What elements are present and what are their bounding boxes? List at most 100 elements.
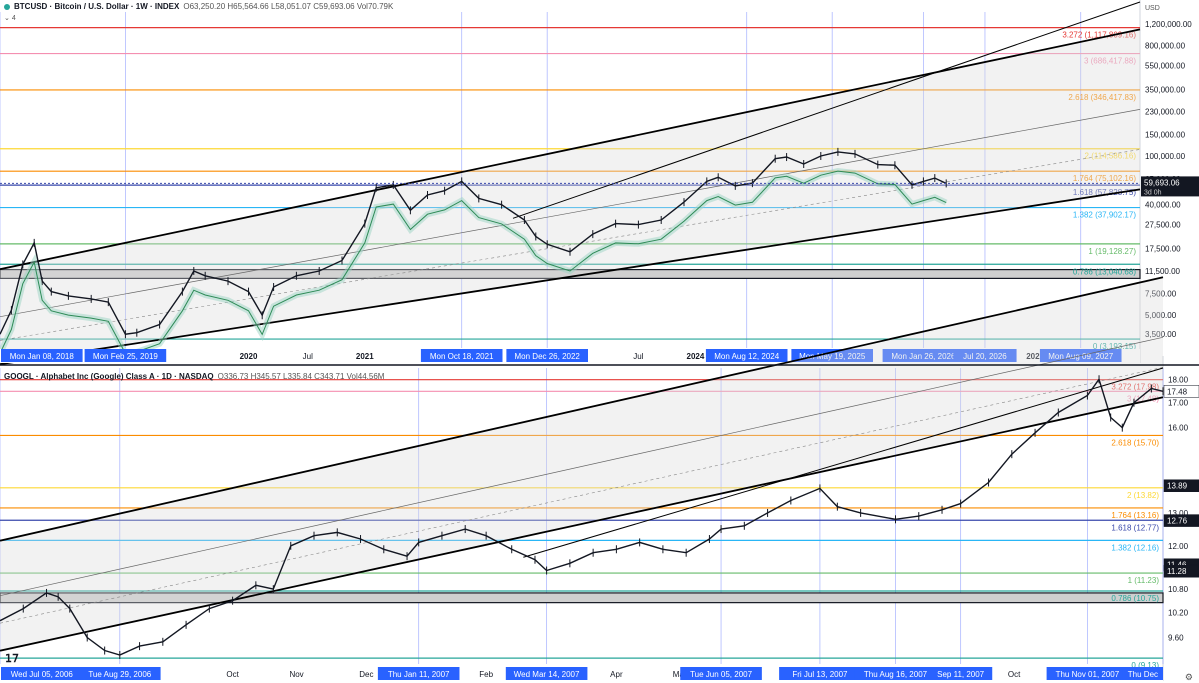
googl-x-tick: Dec xyxy=(359,670,373,679)
googl-date-marker-badge xyxy=(680,667,762,680)
googl-date-marker-label: Thu Aug 16, 2007 xyxy=(864,670,928,679)
btc-fib-label: 2.618 (346,417.83) xyxy=(1068,93,1136,102)
btc-y-tick: 550,000.00 xyxy=(1145,61,1186,70)
btc-date-marker-label: Mon Aug 09, 2027 xyxy=(1048,352,1113,361)
btc-date-marker-badge xyxy=(705,349,788,362)
symbol-logo-icon xyxy=(4,3,10,10)
btc-y-tick: 3,500.00 xyxy=(1145,330,1177,339)
btc-y-tick: 11,500.00 xyxy=(1145,267,1181,276)
googl-price-tag xyxy=(1163,564,1199,578)
btc-legend: BTCUSD · Bitcoin / U.S. Dollar · 1W · IN… xyxy=(4,2,393,11)
googl-date-marker-label: Wed Jul 05, 2006 xyxy=(11,670,74,679)
googl-y-tick: 9.60 xyxy=(1168,633,1184,642)
googl-y-tick: 17.00 xyxy=(1168,399,1189,408)
googl-price-tag-value: 13.89 xyxy=(1167,482,1188,491)
btc-x-tick: 2021 xyxy=(356,352,374,361)
googl-y-tick: 10.20 xyxy=(1168,609,1189,618)
googl-date-marker-badge xyxy=(929,667,993,680)
indicator-count-value: 4 xyxy=(11,15,16,22)
btc-fib-label: 1.764 (75,102.16) xyxy=(1073,174,1136,183)
googl-fib-label: 0 (9.13) xyxy=(1131,661,1159,670)
btc-symbol[interactable]: BTCUSD · Bitcoin / U.S. Dollar · 1W · IN… xyxy=(14,2,180,11)
googl-plot-area xyxy=(0,368,1163,664)
settings-gear-icon[interactable]: ⚙ xyxy=(1184,672,1193,682)
googl-support-zone xyxy=(0,592,1164,604)
googl-y-tick: 16.00 xyxy=(1168,424,1189,433)
btc-fib-label: 3 (686,417.88) xyxy=(1084,57,1136,66)
googl-date-marker-badge xyxy=(854,667,937,680)
btc-fib-label: 1 (19,128.27) xyxy=(1088,247,1136,256)
googl-y-tick: 12.00 xyxy=(1168,542,1189,551)
googl-date-marker-badge xyxy=(1122,667,1163,680)
btc-y-tick: 230,000.00 xyxy=(1145,108,1186,117)
btc-y-tick: 7,500.00 xyxy=(1145,290,1177,299)
googl-x-tick: Oct xyxy=(1008,670,1021,679)
tradingview-logo-icon: 𝟣𝟩 xyxy=(5,653,19,665)
btc-channel-mid xyxy=(0,109,1141,318)
btc-ohlc: O63,250.20 H65,564.66 L58,051.07 C59,693… xyxy=(183,2,394,11)
btc-price-tag xyxy=(1141,176,1199,197)
indicator-count[interactable]: ⌄ 4 xyxy=(4,14,16,22)
googl-y-tick: 13.00 xyxy=(1168,509,1189,518)
btc-date-marker-label: Jul 20, 2026 xyxy=(963,352,1007,361)
btc-date-marker-label: Mon Jan 26, 2026 xyxy=(891,352,956,361)
btc-date-marker-label: Mon Oct 18, 2021 xyxy=(430,352,494,361)
btc-fib-label: 1.382 (37,902.17) xyxy=(1073,211,1136,220)
googl-price-tag xyxy=(1163,385,1199,398)
googl-price-tag-value: 11.28 xyxy=(1167,567,1187,576)
btc-price-series xyxy=(0,151,947,335)
googl-symbol[interactable]: GOOGL · Alphabet Inc (Google) Class A · … xyxy=(4,372,214,381)
googl-fib-label: 1 (11.23) xyxy=(1128,576,1160,585)
btc-y-tick: 40,000.00 xyxy=(1145,201,1181,210)
btc-y-tick: 17,500.00 xyxy=(1145,245,1181,254)
googl-date-marker-label: Sep 11, 2007 xyxy=(937,670,985,679)
btc-x-tick: Jul xyxy=(633,352,643,361)
btc-channel-fill xyxy=(0,29,1140,365)
googl-date-marker-badge xyxy=(1046,667,1129,680)
btc-date-marker-badge xyxy=(791,349,873,362)
btc-price-tag-value: 59,693.06 xyxy=(1144,178,1180,187)
btc-currency-label: USD xyxy=(1145,5,1160,12)
btc-y-tick: 1,200,000.00 xyxy=(1145,20,1192,29)
btc-price-tag-countdown: 3d 0h xyxy=(1144,189,1162,196)
btc-y-tick: 100,000.00 xyxy=(1145,152,1186,161)
googl-x-tick: Apr xyxy=(610,670,623,679)
googl-x-tick: Feb xyxy=(479,670,493,679)
googl-fib-label: 2.618 (15.70) xyxy=(1111,438,1159,447)
btc-date-marker-label: Mon May 19, 2025 xyxy=(799,352,866,361)
btc-date-marker-label: Mon Jan 08, 2018 xyxy=(10,352,75,361)
btc-x-tick: 2027 xyxy=(1026,352,1044,361)
googl-price-tag xyxy=(1163,479,1199,492)
googl-date-marker-badge xyxy=(377,667,460,680)
btc-date-marker-badge xyxy=(420,349,503,362)
btc-x-tick: 2024 xyxy=(687,352,705,361)
googl-fib-label: 1.382 (12.16) xyxy=(1111,543,1159,552)
btc-channel-upper xyxy=(0,28,1141,271)
btc-date-marker-badge xyxy=(953,349,1017,362)
googl-channel-fill xyxy=(0,277,1163,651)
googl-channel-quarter xyxy=(0,367,1164,624)
googl-channel-upper xyxy=(0,276,1164,542)
googl-fib-label: 2 (13.82) xyxy=(1127,491,1159,500)
btc-fib-label: 3.272 (1,117,809.16) xyxy=(1062,31,1136,40)
btc-channel-lower xyxy=(0,188,1141,366)
btc-date-marker-label: Mon Aug 12, 2024 xyxy=(714,352,779,361)
btc-date-marker-badge xyxy=(506,349,588,362)
btc-date-marker-badge xyxy=(84,349,167,362)
googl-y-tick: 18.00 xyxy=(1168,375,1189,384)
btc-y-tick: 800,000.00 xyxy=(1145,41,1186,50)
googl-fib-label: 3.272 (17.98) xyxy=(1111,383,1159,392)
btc-date-marker-label: Mon Dec 26, 2022 xyxy=(515,352,581,361)
btc-fib-label: 2 (114,586.16) xyxy=(1085,152,1137,161)
googl-date-marker-label: Wed Mar 14, 2007 xyxy=(514,670,580,679)
googl-date-marker-label: Thu Jan 11, 2007 xyxy=(388,670,450,679)
chevron-down-icon: ⌄ xyxy=(4,15,10,22)
googl-fib-label: 1.764 (13.16) xyxy=(1111,511,1159,520)
googl-x-tick: Oct xyxy=(226,670,239,679)
btc-trend-line xyxy=(512,1,1141,219)
btc-y-tick: 350,000.00 xyxy=(1145,85,1186,94)
googl-date-marker-badge xyxy=(779,667,861,680)
googl-ohlc: O336.73 H345.57 L335.84 C343.71 Vol44.56… xyxy=(217,372,385,381)
googl-fib-label: 1.618 (12.77) xyxy=(1111,523,1159,532)
btc-date-marker-label: Mon Feb 25, 2019 xyxy=(93,352,158,361)
